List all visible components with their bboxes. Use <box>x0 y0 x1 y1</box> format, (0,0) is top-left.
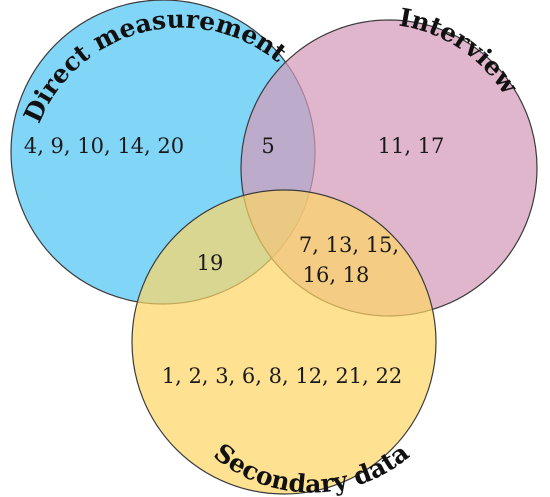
secondary-data-circle <box>131 189 437 495</box>
region-interview-secondary-line-1: 7, 13, 15, <box>299 233 399 257</box>
region-interview-only: 11, 17 <box>378 134 445 158</box>
region-direct-secondary: 19 <box>197 251 224 275</box>
region-direct-only: 4, 9, 10, 14, 20 <box>24 134 184 158</box>
region-secondary-only: 1, 2, 3, 6, 8, 12, 21, 22 <box>162 364 402 388</box>
region-direct-interview: 5 <box>261 134 274 158</box>
region-interview-secondary-line-2: 16, 18 <box>303 263 370 287</box>
